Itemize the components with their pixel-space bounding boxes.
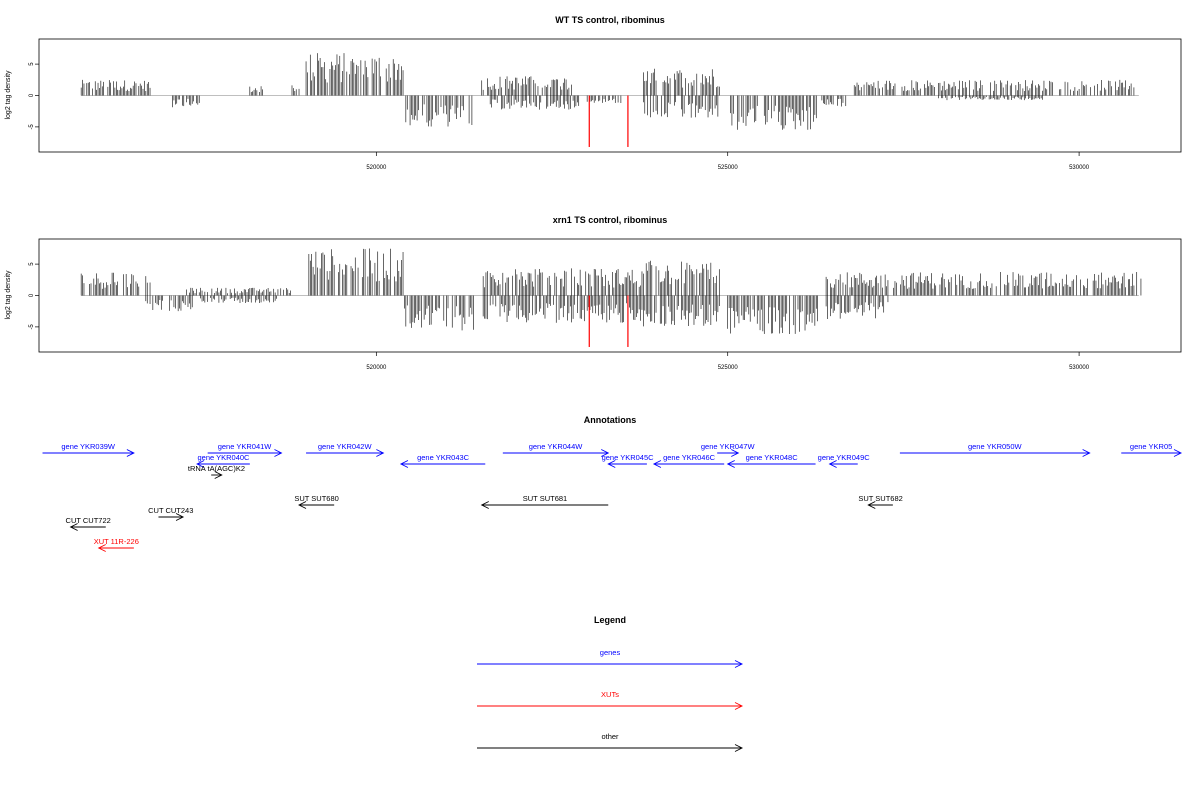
feature-label: SUT SUT681 [523,494,567,503]
feature-arrowhead [175,513,185,521]
wt-x-tick-label: 520000 [366,165,387,171]
feature-label: gene YKR044W [529,442,584,451]
feature-label: CUT CUT243 [148,506,193,515]
xrn1-track-panel: xrn1 TS control, ribominus 520000 525000 5… [5,215,1182,371]
legend-item-arrowhead [734,660,744,668]
xrn1-x-tick-label: 530000 [1069,365,1090,371]
legend-item-arrowhead [734,702,744,710]
feature-arrowhead [480,501,489,509]
feature-arrowhead [1173,449,1183,457]
feature-label: SUT SUT680 [294,494,338,503]
feature-arrowhead [601,449,610,457]
feature-label: gene YKR041W [218,442,273,451]
feature-arrowhead [731,449,740,457]
feature-label: gene YKR05 [1130,442,1172,451]
annotations-panel: Annotations gene YKR039W gene YKR041Wgene… [42,415,1183,552]
feature-label: CUT CUT722 [66,516,111,525]
wt-x-tick-label: 525000 [718,165,739,171]
wt-track-panel: WT TS control, ribominus 520000 525000 530… [5,15,1182,171]
wt-x-tick-label: 530000 [1069,165,1090,171]
feature-arrowhead [607,460,616,468]
wt-y-tick-label: 5 [29,62,35,66]
xrn1-y-tick-label: 0 [29,293,35,297]
wt-track-ylabel: log2 tag density [5,70,12,120]
feature-label: gene YKR046C [663,453,716,462]
feature-arrowhead [828,460,837,468]
legend-item-arrowhead [734,744,744,752]
legend-item-label: genes [600,648,621,657]
feature-label: gene YKR039W [61,442,116,451]
feature-label: tRNA tA(AGC)K2 [188,464,245,473]
feature-arrowhead [399,460,409,468]
feature-label: gene YKR043C [417,453,470,462]
feature-arrowhead [867,501,876,509]
feature-arrowhead [214,471,223,479]
feature-arrowhead [298,501,307,509]
feature-arrowhead [376,449,385,457]
xrn1-y-tick-label: -5 [29,324,35,330]
feature-arrowhead [97,544,106,552]
feature-arrowhead [652,460,662,468]
feature-label: SUT SUT682 [858,494,902,503]
xrn1-x-tick-label: 525000 [718,365,739,371]
wt-track-title: WT TS control, ribominus [555,15,665,25]
xrn1-track-frame [38,238,1182,353]
feature-label: gene YKR045C [602,453,655,462]
xrn1-track-axes: 520000 525000 530000 5 0 -5 [29,262,1090,371]
feature-label: gene YKR049C [818,453,871,462]
xrn1-y-tick-label: 5 [29,262,35,266]
feature-label: gene YKR042W [318,442,373,451]
feature-arrowhead [196,460,205,468]
feature-arrowhead [726,460,735,468]
wt-track-frame [38,38,1182,153]
feature-label: gene YKR050W [968,442,1023,451]
legend-panel: Legend genes XUTs other [477,615,744,752]
feature-arrowhead [274,449,283,457]
xrn1-track-bars [80,248,1142,347]
wt-track-bars [80,53,1139,147]
feature-label: gene YKR047W [701,442,756,451]
legend-title: Legend [594,615,626,625]
legend-items: genes XUTs other [477,648,744,752]
wt-y-tick-label: -5 [29,124,35,130]
feature-label: gene YKR040C [197,453,250,462]
feature-label: XUT 11R-226 [94,537,139,546]
legend-item-label: XUTs [601,690,619,699]
annotation-features: gene YKR039W gene YKR041W gene YKR040C tRNA… [42,442,1183,552]
wt-y-tick-label: 0 [29,93,35,97]
legend-item-label: other [601,732,619,741]
feature-arrowhead [126,449,135,457]
feature-arrowhead [1082,449,1091,457]
feature-arrowhead [69,523,78,531]
annotations-title: Annotations [584,415,637,425]
xrn1-x-tick-label: 520000 [366,365,387,371]
feature-label: gene YKR048C [746,453,799,462]
xrn1-track-ylabel: log2 tag density [5,270,12,320]
wt-track-axes: 520000 525000 530000 5 0 -5 [29,62,1090,171]
xrn1-track-title: xrn1 TS control, ribominus [553,215,668,225]
